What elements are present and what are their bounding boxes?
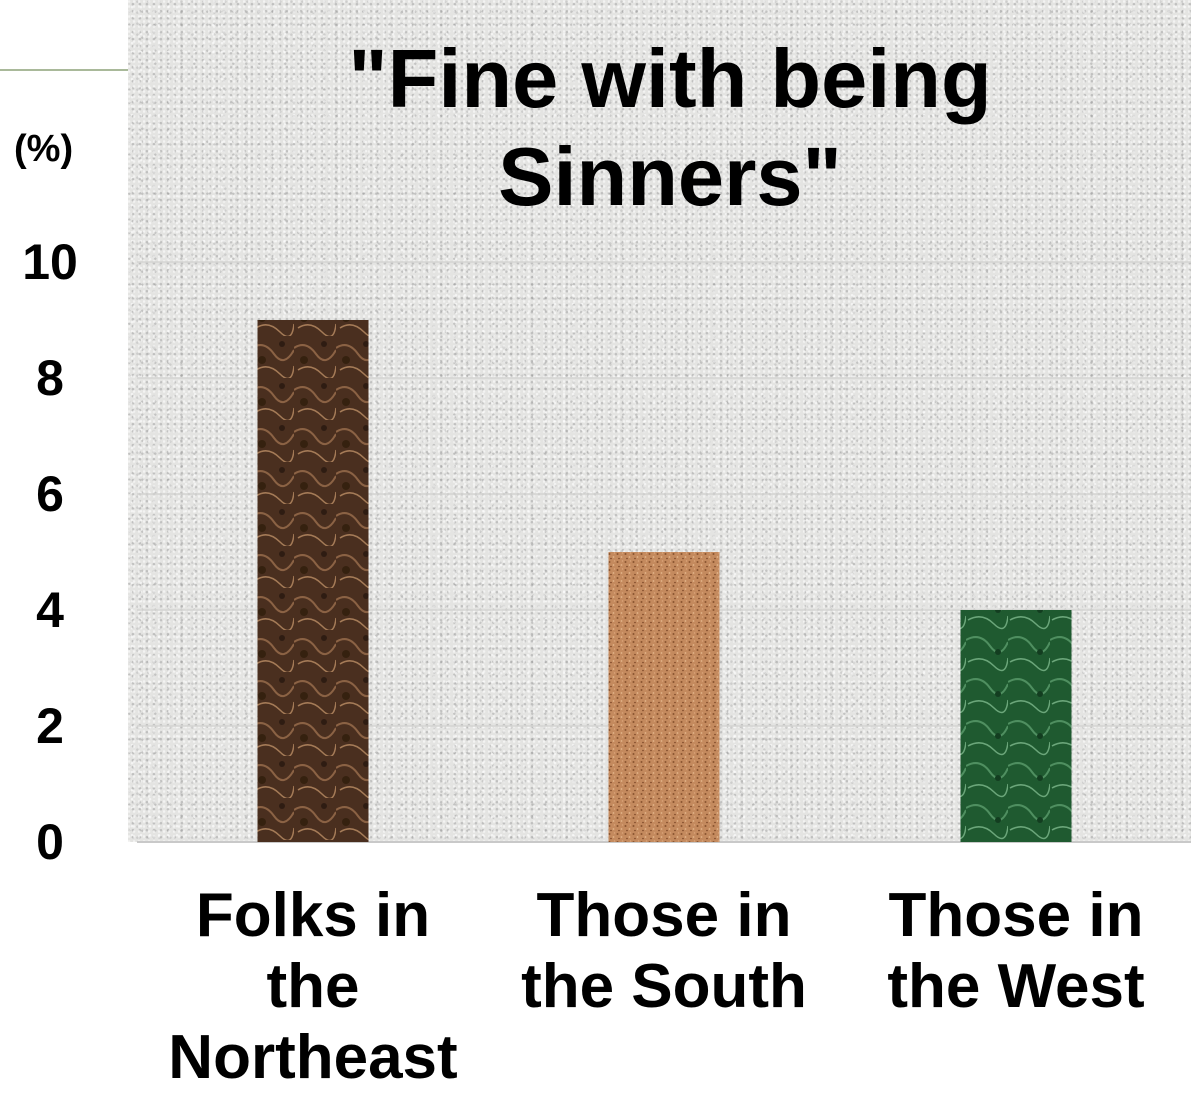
bar-0 — [257, 320, 369, 842]
y-tick-label: 8 — [36, 350, 64, 406]
y-tick-label: 10 — [22, 234, 78, 290]
chart-title: "Fine with being Sinners" — [348, 32, 992, 223]
x-tick-label: Those in the South — [521, 881, 807, 1021]
bar-1 — [608, 552, 720, 842]
top-rule-line — [0, 69, 140, 71]
x-tick-label: Those in the West — [887, 881, 1145, 1021]
y-tick-label: 6 — [36, 466, 64, 522]
bar-2 — [960, 610, 1072, 842]
y-axis-label: (%) — [14, 128, 74, 170]
x-tick-label: Folks in the Northeast — [168, 881, 458, 1092]
y-tick-label: 2 — [36, 698, 64, 754]
y-tick-label: 0 — [36, 814, 64, 870]
y-tick-label: 4 — [36, 582, 64, 638]
